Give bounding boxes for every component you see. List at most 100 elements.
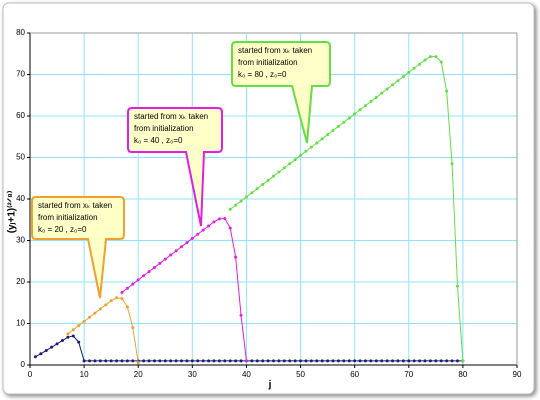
point: [104, 359, 108, 363]
point: [147, 359, 151, 363]
callout: started from xₖ taken from initialization…: [231, 41, 331, 144]
x-tick-label: 60: [350, 370, 359, 379]
point: [109, 299, 113, 303]
point: [93, 311, 97, 315]
point: [282, 359, 286, 363]
point: [455, 359, 459, 363]
point: [142, 274, 146, 278]
y-tick-label: 50: [16, 153, 25, 162]
x-tick-label: 10: [80, 370, 89, 379]
callout-box: [231, 41, 331, 144]
point: [363, 104, 367, 108]
point: [120, 297, 124, 301]
point: [255, 359, 259, 363]
point: [450, 359, 454, 363]
x-tick-label: 80: [458, 370, 467, 379]
point: [115, 296, 119, 300]
point: [412, 66, 416, 70]
point: [450, 162, 454, 166]
point: [44, 348, 48, 352]
point: [55, 342, 59, 346]
point: [261, 182, 265, 186]
point: [244, 195, 248, 199]
point: [207, 224, 211, 228]
point: [434, 55, 438, 59]
point: [169, 253, 173, 257]
point: [158, 359, 162, 363]
y-tick-label: 70: [16, 70, 25, 79]
point: [109, 359, 113, 363]
point: [142, 359, 146, 363]
point: [115, 359, 119, 363]
point: [120, 359, 124, 363]
point: [39, 352, 43, 356]
point: [439, 359, 443, 363]
point: [369, 99, 373, 103]
point: [88, 315, 92, 319]
point: [423, 359, 427, 363]
point: [455, 284, 459, 288]
x-tick-label: 30: [188, 370, 197, 379]
point: [125, 286, 129, 290]
point: [239, 359, 243, 363]
point: [418, 359, 422, 363]
point: [347, 116, 351, 120]
point: [385, 359, 389, 363]
callout-box: [127, 107, 223, 227]
point: [234, 359, 238, 363]
point: [428, 359, 432, 363]
point: [163, 257, 167, 261]
point: [407, 70, 411, 74]
point: [185, 359, 189, 363]
point: [201, 359, 205, 363]
point: [255, 187, 259, 191]
point: [428, 55, 432, 59]
point: [147, 270, 151, 274]
point: [309, 145, 313, 149]
point: [461, 359, 465, 363]
point: [131, 326, 135, 330]
point: [288, 162, 292, 166]
point: [277, 359, 281, 363]
point: [104, 303, 108, 307]
point: [136, 278, 140, 282]
y-axis-label: (yⱼ+1)⁽²ᐟ⁸⁾: [7, 190, 18, 233]
point: [326, 359, 330, 363]
point: [201, 228, 205, 232]
point: [418, 62, 422, 66]
point: [217, 359, 221, 363]
point: [174, 359, 178, 363]
point: [207, 359, 211, 363]
y-tick-label: 60: [16, 111, 25, 120]
callout-text: from initialization: [38, 213, 98, 222]
point: [152, 265, 156, 269]
point: [363, 359, 367, 363]
point: [180, 359, 184, 363]
point: [288, 359, 292, 363]
point: [212, 220, 216, 224]
point: [120, 290, 124, 294]
callout-text: started from xₖ taken: [134, 112, 208, 121]
y-tick-label: 0: [21, 360, 26, 369]
point: [342, 359, 346, 363]
point: [347, 359, 351, 363]
point: [445, 89, 449, 93]
callout: started from xₖ taken from initialization…: [31, 196, 125, 299]
point: [358, 359, 362, 363]
point: [380, 359, 384, 363]
point: [391, 83, 395, 87]
point: [196, 359, 200, 363]
point: [401, 359, 405, 363]
point: [380, 91, 384, 95]
point: [353, 112, 357, 116]
point: [396, 359, 400, 363]
callout-text: k₀ = 20 , z₀=0: [38, 225, 87, 234]
point: [266, 178, 270, 182]
callout-text: k₀ = 80 , z₀=0: [238, 70, 287, 79]
x-tick-label: 40: [242, 370, 251, 379]
point: [212, 359, 216, 363]
x-tick-label: 70: [404, 370, 413, 379]
point: [374, 359, 378, 363]
point: [353, 359, 357, 363]
